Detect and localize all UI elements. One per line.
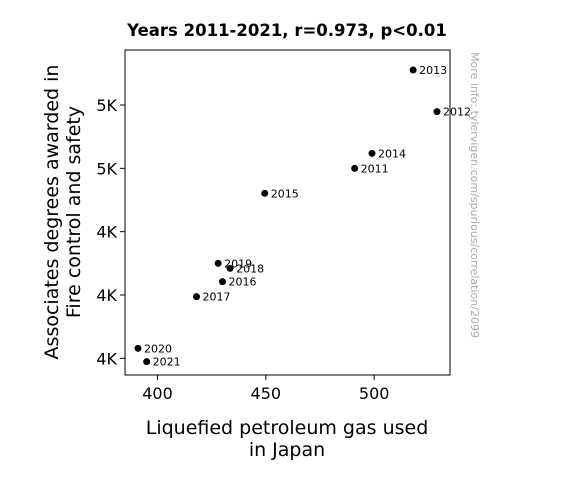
y-tick-label: 4K <box>96 286 117 305</box>
y-tick-label: 4K <box>96 349 117 368</box>
x-tick-label: 500 <box>359 384 390 403</box>
y-tick-label: 5K <box>96 159 117 178</box>
data-point-label: 2012 <box>443 106 471 119</box>
data-point-label: 2015 <box>271 187 299 200</box>
data-point-label: 2016 <box>229 276 257 289</box>
data-point <box>214 259 222 267</box>
data-point <box>143 358 151 366</box>
watermark: More info: tylervigen.com/spurious/corre… <box>468 52 481 338</box>
data-point <box>219 278 226 286</box>
data-point-label: 2014 <box>378 147 406 160</box>
y-axis-label-line-2: Fire control and safety <box>63 106 85 318</box>
data-point <box>226 264 234 272</box>
data-point <box>261 189 269 197</box>
data-point-label: 2011 <box>361 162 389 175</box>
x-axis-label-line-1: Liquefied petroleum gas used <box>146 417 429 439</box>
data-point <box>134 344 142 352</box>
y-tick-label: 4K <box>96 223 117 242</box>
data-point-label: 2020 <box>144 342 172 355</box>
data-point-label: 2018 <box>236 262 264 275</box>
x-axis-label-line-2: in Japan <box>249 439 325 461</box>
data-point-label: 2021 <box>153 356 181 369</box>
data-point-label: 2019 <box>224 257 252 270</box>
data-point <box>351 164 359 172</box>
chart-title: Years 2011-2021, r=0.973, p<0.01 <box>126 21 447 40</box>
data-point-label: 2017 <box>203 291 231 304</box>
x-tick-label: 400 <box>142 384 173 403</box>
plot-frame <box>124 49 451 376</box>
data-point <box>433 108 441 116</box>
y-tick-label: 5K <box>96 96 117 115</box>
data-point <box>409 66 417 74</box>
data-point-label: 2013 <box>419 64 447 77</box>
data-point <box>368 149 376 157</box>
plot-area: 400 450 500 4K 4K 4K 5K 5K 2011 2012 2013 2014 2015 2… <box>96 49 471 403</box>
x-tick-label: 450 <box>251 384 282 403</box>
data-point <box>193 293 200 301</box>
y-axis-label-line-1: Associates degrees awarded in <box>41 65 63 360</box>
